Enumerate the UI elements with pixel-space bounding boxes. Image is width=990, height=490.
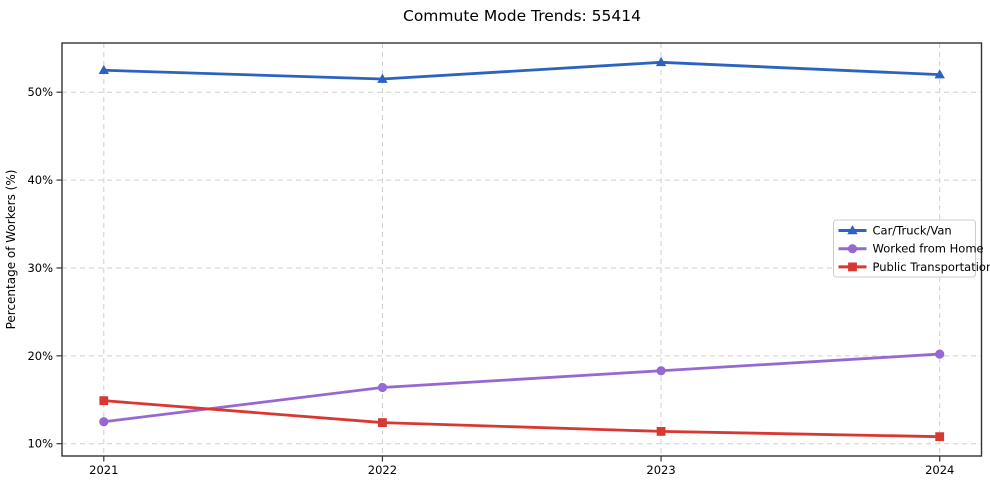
legend: Car/Truck/Van Worked from Home Public Tran… bbox=[833, 219, 990, 278]
data-point-car-truck-van bbox=[934, 69, 945, 79]
x-tick-label: 2021 bbox=[89, 463, 118, 477]
y-tick-label: 20% bbox=[27, 349, 53, 363]
axis-ticks: 10% 20% 30% 40% 50% 2021 2022 2023 2024 bbox=[27, 85, 954, 477]
x-tick-label: 2024 bbox=[925, 463, 954, 477]
data-point-public-transportation bbox=[378, 418, 387, 428]
series-public-transportation bbox=[99, 396, 945, 442]
data-point-worked-from-home bbox=[935, 349, 945, 359]
y-axis-label: Percentage of Workers (%) bbox=[4, 170, 18, 330]
y-tick-label: 50% bbox=[27, 85, 53, 99]
data-point-worked-from-home bbox=[377, 382, 388, 393]
plot-border bbox=[61, 42, 983, 457]
data-point-public-transportation bbox=[99, 396, 109, 406]
legend-item-public-transportation: Public Transportation bbox=[838, 260, 990, 274]
y-tick-label: 10% bbox=[27, 437, 53, 451]
series-worked-from-home bbox=[99, 349, 945, 427]
series-line-worked-from-home bbox=[102, 352, 942, 424]
legend-swatch-marker bbox=[847, 244, 858, 254]
data-point-car-truck-van bbox=[655, 56, 667, 67]
data-point-car-truck-van bbox=[98, 64, 109, 75]
series-line-car-truck-van bbox=[102, 60, 942, 81]
chart-title: Commute Mode Trends: 55414 bbox=[403, 7, 641, 25]
x-tick-label: 2023 bbox=[646, 463, 675, 477]
grid-layer bbox=[62, 43, 982, 456]
legend-swatch-marker bbox=[848, 262, 857, 272]
data-point-worked-from-home bbox=[99, 417, 109, 427]
legend-box bbox=[833, 219, 976, 278]
data-point-public-transportation bbox=[656, 426, 666, 436]
legend-label: Public Transportation bbox=[873, 260, 990, 274]
data-point-worked-from-home bbox=[656, 366, 666, 376]
series-layer bbox=[98, 56, 945, 442]
data-point-public-transportation bbox=[935, 432, 945, 442]
x-tick-label: 2022 bbox=[368, 463, 397, 477]
y-tick-label: 40% bbox=[27, 173, 53, 187]
series-line-public-transportation bbox=[102, 399, 942, 439]
legend-label: Worked from Home bbox=[873, 242, 984, 256]
legend-item-car-truck-van: Car/Truck/Van bbox=[838, 224, 952, 238]
y-tick-label: 30% bbox=[27, 261, 53, 275]
plot-frame bbox=[61, 42, 983, 457]
legend-label: Car/Truck/Van bbox=[873, 224, 952, 238]
legend-item-worked-from-home: Worked from Home bbox=[838, 242, 984, 256]
legend-swatch-marker bbox=[847, 225, 858, 235]
series-car-truck-van bbox=[98, 56, 945, 83]
data-point-car-truck-van bbox=[377, 73, 388, 83]
